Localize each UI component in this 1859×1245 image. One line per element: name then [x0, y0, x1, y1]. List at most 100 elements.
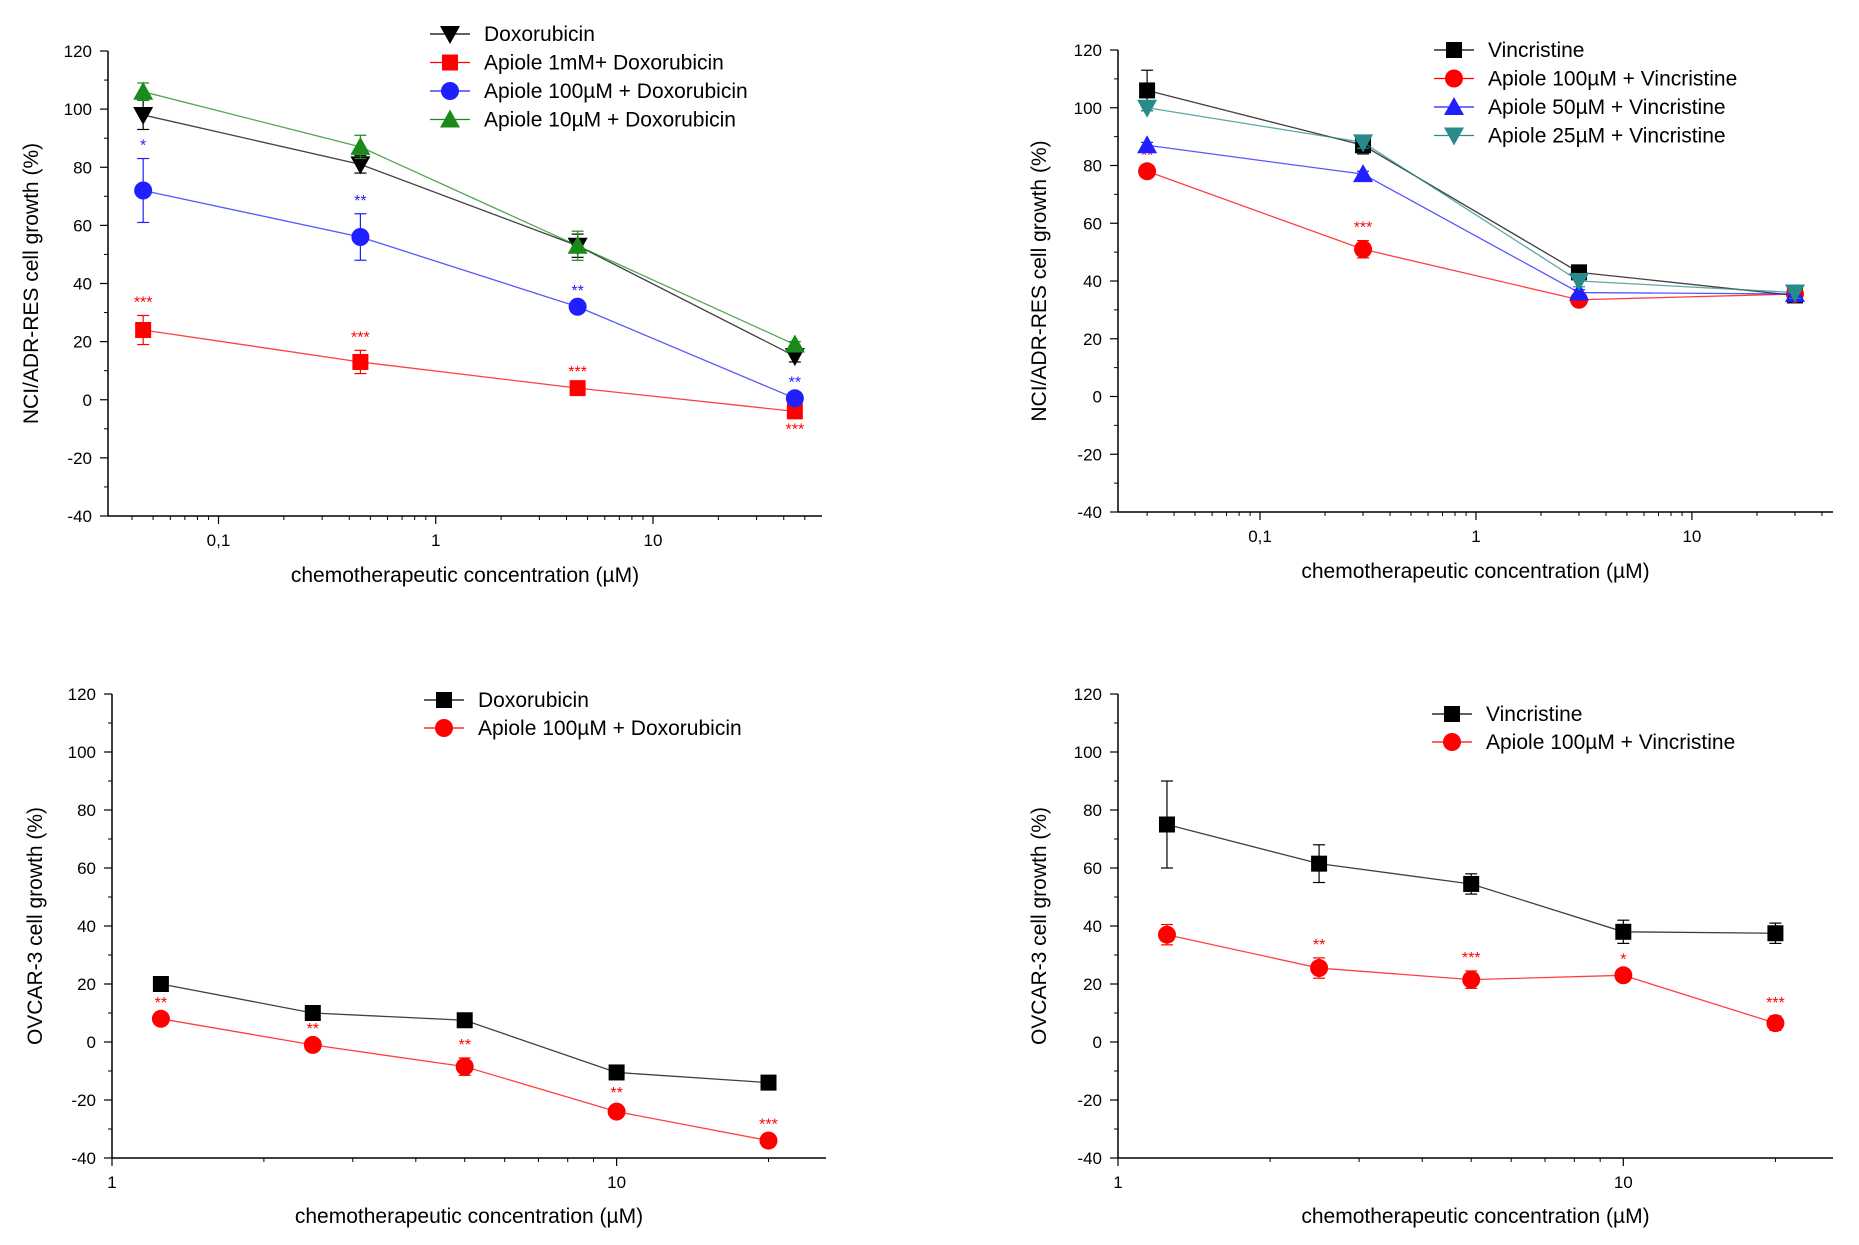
y-tick-label: 0: [1093, 1033, 1102, 1052]
y-tick-label: 80: [1083, 801, 1102, 820]
legend-label: Apiole 10µM + Doxorubicin: [484, 109, 736, 132]
data-point: [1766, 1014, 1785, 1033]
data-point: [1310, 959, 1329, 978]
y-tick-label: 100: [1074, 743, 1102, 762]
data-point: [350, 136, 371, 155]
y-axis-label: NCI/ADR-RES cell growth (%): [20, 143, 43, 424]
y-tick-label: 120: [64, 42, 92, 61]
significance-label: **: [354, 193, 366, 210]
y-tick-label: -20: [1077, 1091, 1102, 1110]
legend-marker: [436, 692, 452, 708]
data-point: [1353, 164, 1374, 183]
y-tick-label: -20: [67, 449, 92, 468]
data-point: [608, 1064, 625, 1081]
significance-label: ***: [568, 364, 587, 381]
data-point: [1157, 925, 1176, 944]
x-tick-label: 10: [643, 531, 662, 550]
y-tick-label: 100: [1074, 99, 1102, 118]
y-tick-label: 0: [87, 1033, 96, 1052]
data-point: [784, 334, 805, 353]
y-tick-label: 0: [1093, 388, 1102, 407]
legend-label: Apiole 25µM + Vincristine: [1488, 125, 1726, 148]
legend-marker: [1446, 42, 1462, 58]
significance-label: ***: [759, 1117, 778, 1134]
legend-label: Doxorubicin: [484, 23, 595, 46]
chart-nci-adr-res-doxorubicin: -40 -20 0 20 40 60 80 100 120 0,1 1 10chemotherapeu…: [20, 23, 822, 587]
legend-label: Apiole 100µM + Vincristine: [1488, 68, 1737, 91]
data-point: [304, 1005, 321, 1021]
data-point: [456, 1012, 473, 1029]
significance-label: *: [140, 138, 146, 155]
significance-label: ***: [786, 421, 805, 438]
y-tick-label: 20: [73, 333, 92, 352]
series-line-2: [1147, 144, 1795, 295]
significance-label: **: [610, 1085, 622, 1102]
x-axis-label: chemotherapeutic concentration (µM): [295, 1205, 643, 1228]
data-point: [786, 403, 803, 420]
x-tick-label: 10: [1682, 527, 1701, 546]
y-tick-label: -40: [71, 1149, 96, 1168]
significance-label: *: [1620, 951, 1626, 968]
legend-label: Apiole 100µM + Doxorubicin: [478, 717, 742, 740]
series-line-0: [1146, 89, 1796, 297]
y-tick-label: 0: [83, 391, 92, 410]
series-line-0: [143, 114, 796, 357]
data-point: [133, 81, 154, 100]
y-tick-label: -40: [67, 507, 92, 526]
y-tick-label: -20: [1077, 445, 1102, 464]
y-tick-label: 120: [1074, 41, 1102, 60]
data-point: [1158, 816, 1175, 833]
legend-marker: [435, 719, 453, 737]
x-axis-label: chemotherapeutic concentration (µM): [1301, 560, 1649, 583]
chart-ovcar3-vincristine: -40 -20 0 20 40 60 80 100 120 1 10 chemotherapeutic…: [1028, 685, 1833, 1228]
legend-label: Apiole 1mM+ Doxorubicin: [484, 52, 724, 75]
y-tick-label: 40: [1083, 917, 1102, 936]
series-line-3: [1146, 107, 1796, 294]
y-axis-label: OVCAR-3 cell growth (%): [1028, 807, 1051, 1045]
significance-label: **: [458, 1037, 470, 1054]
legend-marker: [441, 82, 459, 100]
legend-label: Vincristine: [1488, 39, 1585, 62]
x-tick-label: 1: [431, 531, 440, 550]
data-point: [455, 1057, 474, 1076]
data-point: [1311, 855, 1328, 872]
y-tick-label: 60: [1083, 214, 1102, 233]
data-point: [1137, 99, 1158, 118]
y-tick-label: -40: [1077, 503, 1102, 522]
legend-label: Doxorubicin: [478, 689, 589, 712]
y-tick-label: 60: [77, 859, 96, 878]
significance-label: **: [571, 283, 583, 300]
data-point: [1139, 82, 1156, 99]
data-point: [134, 181, 153, 200]
legend-marker: [1444, 127, 1464, 146]
y-tick-label: 80: [1083, 157, 1102, 176]
data-point: [568, 297, 587, 316]
data-point: [303, 1035, 322, 1054]
legend-marker: [442, 54, 458, 71]
y-tick-label: 80: [73, 158, 92, 177]
x-axis-label: chemotherapeutic concentration (µM): [291, 564, 639, 587]
data-point: [567, 235, 588, 254]
x-tick-label: 0,1: [207, 531, 231, 550]
data-point: [607, 1102, 626, 1121]
data-point: [1569, 273, 1590, 291]
data-point: [135, 322, 152, 338]
legend-marker: [1443, 733, 1461, 751]
data-point: [1462, 970, 1481, 989]
x-axis-label: chemotherapeutic concentration (µM): [1301, 1205, 1649, 1228]
data-point: [151, 1009, 170, 1028]
data-point: [351, 228, 370, 246]
data-point: [1767, 925, 1784, 942]
y-tick-label: 120: [1074, 685, 1102, 704]
x-tick-label: 1: [1471, 527, 1480, 546]
legend-label: Apiole 100µM + Doxorubicin: [484, 80, 748, 103]
y-tick-label: 20: [77, 975, 96, 994]
y-tick-label: -40: [1077, 1149, 1102, 1168]
chart-ovcar3-doxorubicin: -40 -20 0 20 40 60 80 100 120 1 10 chemotherapeutic…: [24, 685, 826, 1228]
significance-label: ***: [1766, 995, 1785, 1012]
data-point: [133, 106, 154, 125]
data-point: [760, 1074, 777, 1091]
series-line-1: [1146, 170, 1795, 301]
legend-label: Vincristine: [1486, 703, 1583, 726]
